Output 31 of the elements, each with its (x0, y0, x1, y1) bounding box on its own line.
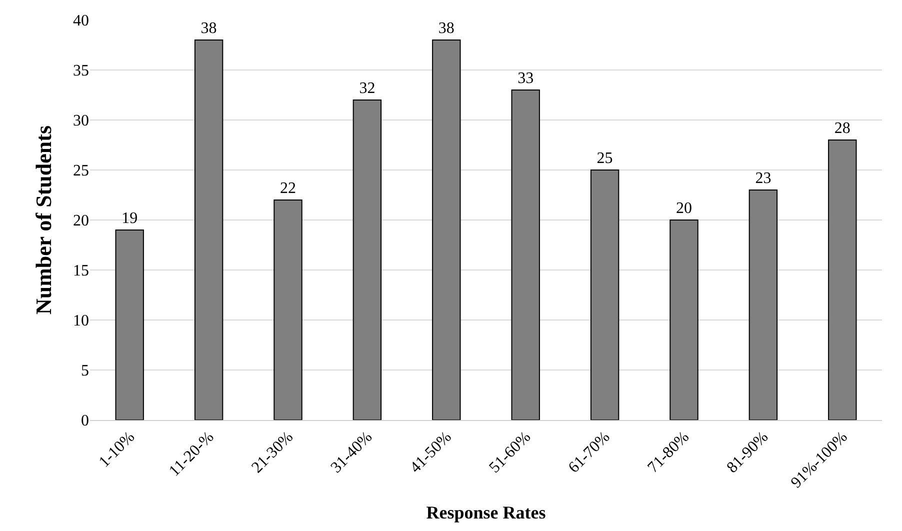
bar (115, 230, 144, 420)
y-tick-label: 35 (73, 62, 89, 80)
y-axis-title: Number of Students (30, 125, 56, 315)
bar (748, 190, 778, 420)
data-label: 32 (359, 80, 376, 97)
bar (828, 140, 857, 420)
y-tick-label: 25 (73, 162, 89, 180)
data-label: 23 (755, 170, 772, 187)
y-tick-label: 20 (73, 212, 89, 230)
bar (274, 200, 302, 420)
bar (670, 220, 698, 420)
data-label: 38 (200, 20, 217, 37)
data-label: 20 (676, 200, 692, 217)
data-label: 25 (596, 150, 613, 167)
data-label: 38 (438, 20, 454, 37)
y-tick-label: 5 (81, 362, 89, 380)
bar (194, 40, 224, 420)
bar (432, 40, 461, 420)
x-axis-title: Response Rates (426, 502, 546, 523)
data-label: 33 (518, 70, 534, 87)
data-label: 22 (280, 180, 296, 197)
y-tick-label: 40 (73, 12, 89, 30)
data-label: 28 (834, 120, 850, 137)
y-tick-label: 10 (73, 312, 89, 330)
bar (352, 100, 382, 420)
bar (590, 170, 620, 420)
data-label: 19 (122, 210, 138, 227)
y-tick-label: 30 (73, 112, 89, 130)
y-tick-label: 0 (81, 412, 89, 430)
bar (511, 90, 540, 420)
y-tick-label: 15 (73, 262, 89, 280)
